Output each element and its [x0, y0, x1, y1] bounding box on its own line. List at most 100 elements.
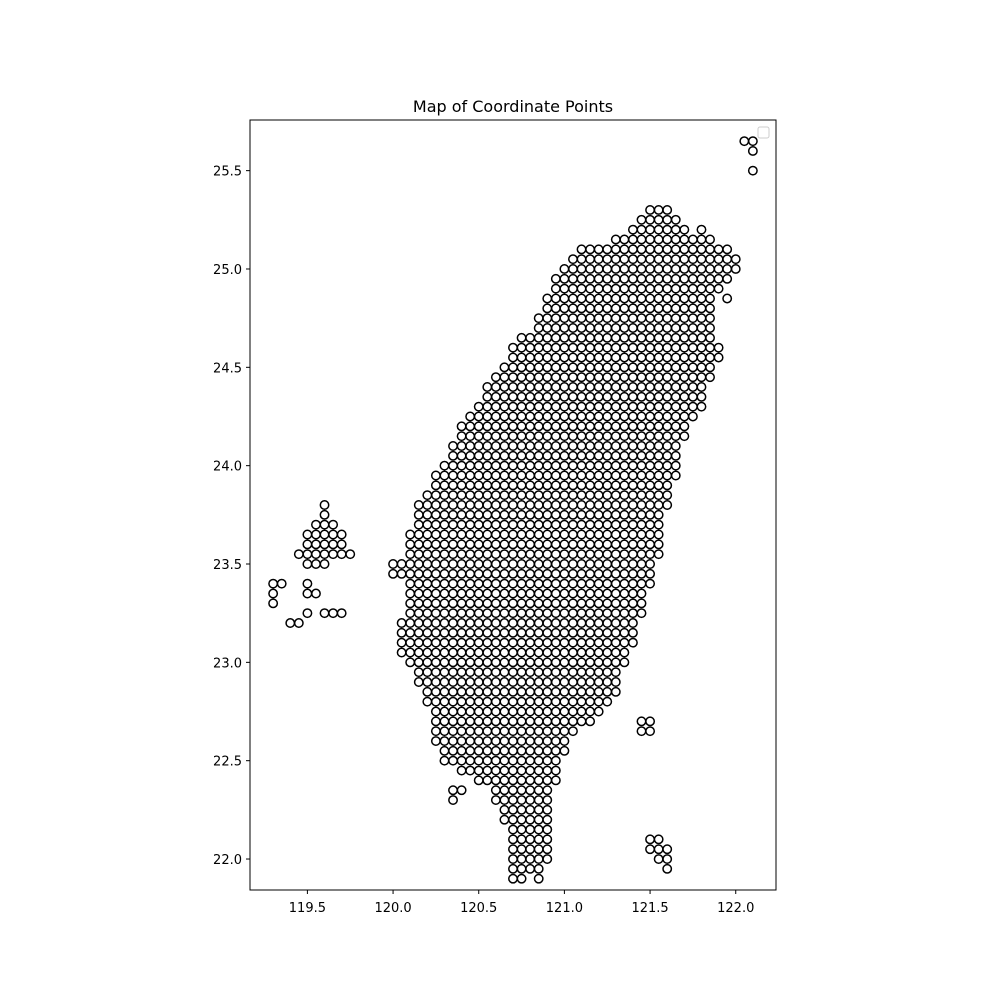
data-point	[430, 696, 441, 707]
data-point	[533, 450, 544, 461]
data-point	[747, 146, 758, 156]
data-point	[636, 254, 647, 265]
data-point	[533, 382, 544, 392]
data-point	[439, 726, 450, 737]
data-point	[636, 598, 647, 609]
data-point	[593, 450, 604, 461]
data-point	[525, 716, 536, 727]
data-point	[473, 657, 484, 668]
data-point	[636, 224, 647, 235]
data-point	[576, 411, 587, 422]
data-point	[619, 608, 630, 619]
data-point	[490, 441, 501, 451]
data-point	[662, 500, 673, 510]
data-point	[542, 755, 553, 766]
data-point	[619, 401, 630, 412]
data-point	[430, 598, 441, 609]
data-point	[508, 362, 518, 373]
data-point	[550, 411, 561, 422]
legend-box	[757, 126, 770, 139]
data-point	[585, 637, 596, 648]
data-point	[490, 696, 501, 707]
data-point	[679, 244, 690, 255]
data-point	[508, 480, 518, 491]
data-point	[456, 627, 467, 638]
data-point	[439, 549, 450, 560]
data-point	[722, 244, 733, 255]
data-point	[593, 490, 604, 501]
data-point	[662, 264, 673, 274]
data-point	[516, 696, 527, 707]
data-point	[508, 863, 518, 874]
data-point	[662, 372, 673, 383]
data-point	[568, 627, 578, 638]
data-point	[473, 529, 484, 540]
data-point	[585, 391, 596, 402]
data-point	[585, 657, 596, 668]
data-point	[550, 568, 561, 579]
data-point	[627, 273, 638, 284]
data-point	[439, 470, 450, 481]
data-point	[430, 568, 441, 579]
data-point	[482, 618, 493, 628]
data-point	[593, 273, 604, 284]
data-point	[627, 480, 638, 491]
data-point	[422, 549, 433, 560]
data-point	[473, 480, 484, 491]
data-point	[585, 450, 596, 461]
data-point	[602, 667, 613, 678]
data-point	[490, 539, 501, 550]
data-point	[533, 745, 544, 756]
data-point	[413, 657, 424, 668]
data-point	[627, 342, 638, 353]
data-point	[653, 460, 664, 471]
data-point	[456, 745, 467, 756]
data-point	[568, 411, 578, 422]
data-point	[448, 696, 458, 707]
data-point	[456, 460, 467, 471]
data-point	[473, 450, 484, 461]
data-point	[602, 401, 613, 412]
data-point	[610, 450, 621, 461]
data-point	[465, 431, 476, 442]
data-point	[585, 549, 596, 560]
data-point	[439, 539, 450, 550]
data-point	[687, 313, 698, 324]
data-point	[670, 264, 681, 274]
data-point	[490, 736, 501, 746]
data-point	[482, 696, 493, 707]
data-point	[559, 716, 570, 727]
data-point	[508, 716, 518, 727]
data-point	[542, 490, 553, 501]
data-point	[456, 657, 467, 668]
data-point	[499, 618, 510, 628]
data-point	[576, 539, 587, 550]
data-point	[559, 726, 570, 737]
data-point	[516, 539, 527, 550]
data-point	[619, 529, 630, 540]
data-point	[448, 588, 458, 599]
data-point	[542, 677, 553, 687]
data-point	[679, 293, 690, 304]
data-point	[473, 549, 484, 560]
data-point	[679, 323, 690, 333]
data-point	[593, 401, 604, 412]
data-point	[636, 608, 647, 619]
data-point	[662, 421, 673, 432]
data-point	[687, 254, 698, 265]
data-point	[653, 431, 664, 442]
data-point	[619, 264, 630, 274]
data-point	[439, 509, 450, 520]
data-point	[456, 618, 467, 628]
data-point	[448, 795, 458, 805]
data-point	[430, 539, 441, 550]
data-point	[550, 598, 561, 609]
data-point	[602, 696, 613, 707]
data-point	[576, 608, 587, 619]
y-tick-label: 22.0	[213, 853, 242, 868]
data-point	[627, 401, 638, 412]
data-point	[516, 667, 527, 678]
data-point	[636, 460, 647, 471]
data-point	[593, 332, 604, 343]
data-point	[636, 382, 647, 392]
